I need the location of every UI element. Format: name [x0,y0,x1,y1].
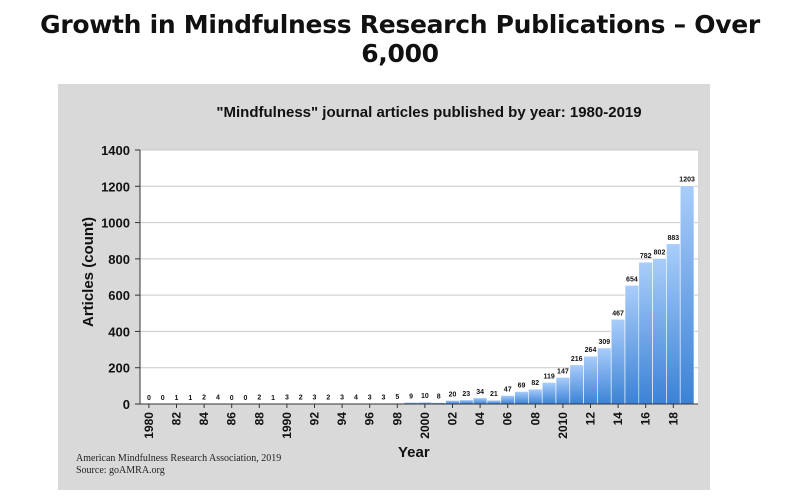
data-label: 1 [175,395,179,402]
bar [500,395,515,405]
footer-attribution: American Mindfulness Research Associatio… [76,453,282,464]
data-label: 5 [395,394,399,401]
x-tick-label: 18 [666,412,680,426]
bar [445,400,460,405]
x-tick-label: 08 [528,412,542,426]
data-label: 82 [531,380,539,387]
bar [459,399,474,405]
chart-panel: "Mindfulness" journal articles published… [58,84,710,490]
data-label: 20 [449,391,457,398]
x-tick-label: 82 [170,412,184,426]
bar [679,185,695,405]
x-tick-label: 92 [308,412,322,426]
data-label: 147 [557,368,569,375]
data-label: 0 [161,395,165,402]
x-tick-label: 02 [446,412,460,426]
data-label: 3 [285,394,289,401]
data-label: 2 [299,395,303,402]
data-label: 34 [476,389,484,396]
data-label: 4 [216,394,220,401]
data-label: 3 [340,394,344,401]
y-tick-label: 1000 [101,216,130,231]
x-axis-label: Year [398,444,430,461]
data-label: 2 [202,395,206,402]
page-heading: Growth in Mindfulness Research Publicati… [40,10,760,68]
bar [666,243,681,405]
data-label: 802 [654,249,666,256]
data-label: 23 [462,391,470,398]
x-tick-label: 12 [584,412,598,426]
data-label: 216 [571,356,583,363]
bar [514,391,529,405]
data-label: 309 [598,339,610,346]
bar [486,399,502,405]
data-label: 3 [382,394,386,401]
x-tick-label: 84 [197,412,211,426]
data-label: 1 [188,395,192,402]
x-tick-label: 88 [252,412,266,426]
data-label: 0 [230,395,234,402]
y-tick-label: 600 [108,288,130,303]
data-label: 119 [543,373,554,380]
chart-title: "Mindfulness" journal articles published… [216,104,642,121]
data-label: 2 [326,395,330,402]
y-tick-label: 200 [108,361,130,376]
bar [638,261,653,405]
data-label: 69 [518,382,526,389]
x-tick-label: 86 [225,412,239,426]
data-label: 10 [421,393,429,400]
data-label: 3 [368,394,372,401]
data-label: 467 [612,310,624,317]
data-label: 2 [257,395,261,402]
bar [597,347,612,405]
data-label: 654 [626,276,638,283]
data-label: 8 [437,394,441,401]
data-label: 0 [147,395,151,402]
bar [528,388,543,405]
data-label: 47 [504,386,512,393]
data-label: 1 [271,395,275,402]
data-label: 264 [585,347,597,354]
y-tick-label: 800 [108,252,130,267]
bar [569,364,584,405]
x-tick-label: 06 [501,412,515,426]
data-label: 782 [640,253,652,260]
data-label: 4 [354,394,358,401]
footer-source: Source: goAMRA.org [76,465,165,476]
x-tick-label: 98 [390,412,404,426]
bar [624,285,640,405]
x-tick-label: 2010 [556,412,570,439]
x-tick-label: 04 [473,412,487,426]
bar [555,377,571,405]
bar [652,258,667,405]
y-axis-label: Articles (count) [80,216,97,327]
bar [541,382,557,405]
data-label: 1203 [679,177,695,184]
y-tick-label: 1400 [101,143,130,158]
bar [583,355,598,405]
x-tick-label: 14 [611,412,625,426]
data-label: 3 [313,394,317,401]
y-tick-label: 400 [108,324,130,339]
x-tick-label: 2000 [418,412,432,439]
bar [610,318,626,405]
bar [472,397,488,405]
x-tick-label: 16 [639,412,653,426]
data-label: 883 [667,235,679,242]
x-tick-label: 1990 [280,412,294,439]
x-tick-label: 94 [335,412,349,426]
data-label: 0 [244,395,248,402]
x-tick-label: 1980 [142,412,156,439]
y-tick-label: 1200 [101,179,130,194]
data-label: 21 [490,391,498,398]
y-tick-label: 0 [123,397,130,412]
x-tick-label: 96 [363,412,377,426]
data-label: 9 [409,393,413,400]
